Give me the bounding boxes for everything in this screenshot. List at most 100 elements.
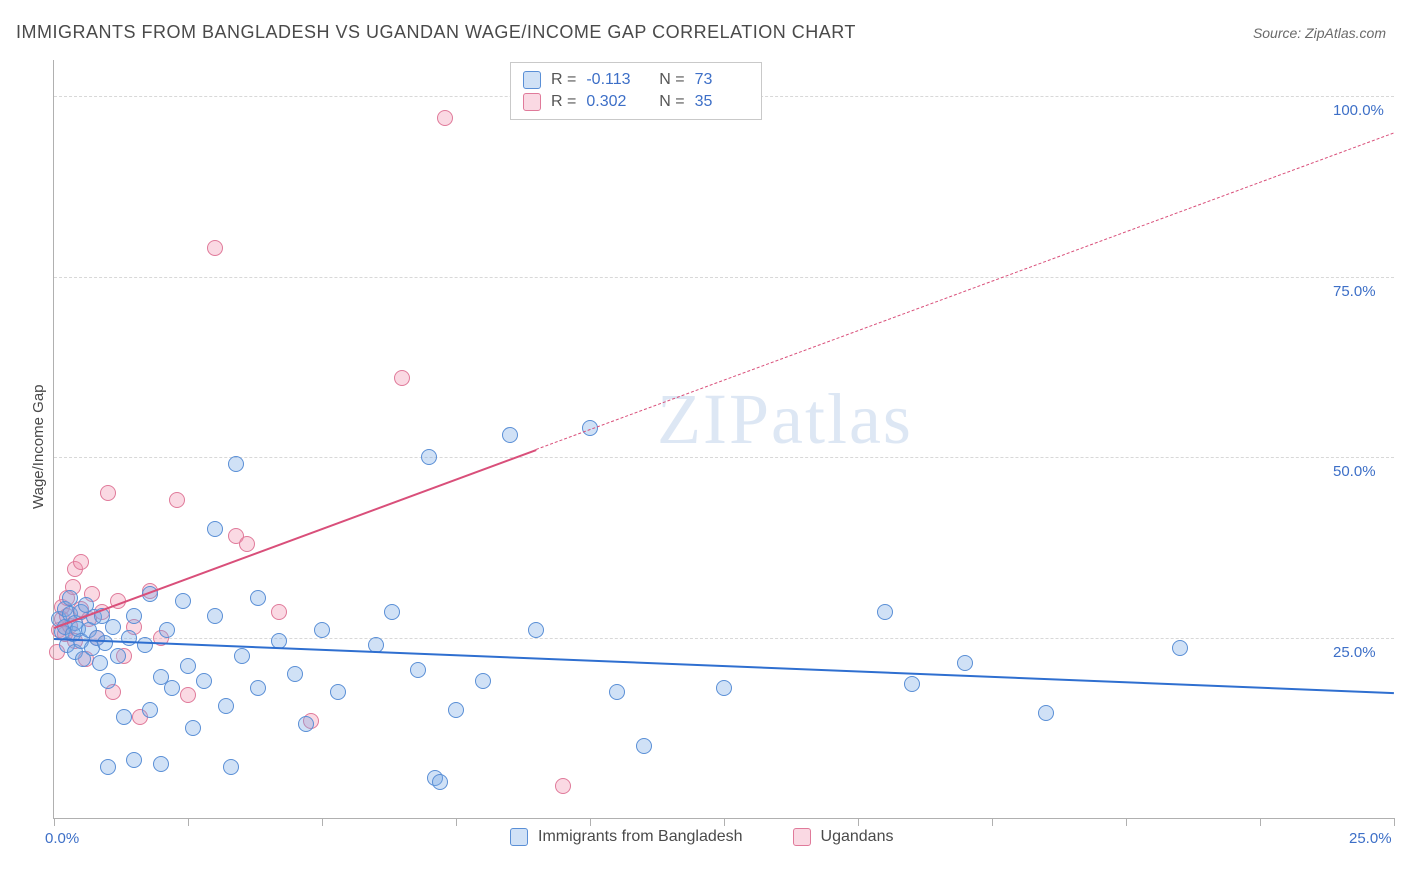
data-point — [126, 608, 142, 624]
data-point — [448, 702, 464, 718]
stat-r-label: R = — [551, 71, 576, 89]
data-point — [164, 680, 180, 696]
series-swatch — [510, 828, 528, 846]
data-point — [528, 622, 544, 638]
data-point — [100, 759, 116, 775]
x-tick — [456, 818, 457, 826]
data-point — [180, 687, 196, 703]
data-point — [384, 604, 400, 620]
data-point — [555, 778, 571, 794]
data-point — [207, 608, 223, 624]
data-point — [97, 635, 113, 651]
x-tick-label: 0.0% — [45, 830, 79, 847]
data-point — [207, 240, 223, 256]
data-point — [877, 604, 893, 620]
data-point — [62, 590, 78, 606]
data-point — [1038, 705, 1054, 721]
data-point — [1172, 640, 1188, 656]
data-point — [957, 655, 973, 671]
data-point — [175, 593, 191, 609]
data-point — [410, 662, 426, 678]
gridline — [54, 277, 1394, 278]
x-tick — [322, 818, 323, 826]
source-attribution: Source: ZipAtlas.com — [1253, 25, 1386, 41]
x-tick — [54, 818, 55, 826]
stat-n-label: N = — [650, 71, 684, 89]
x-tick-label: 25.0% — [1349, 830, 1392, 847]
trend-line — [54, 449, 537, 629]
data-point — [73, 554, 89, 570]
trend-line-extrapolated — [536, 132, 1394, 449]
stats-row: R = 0.302 N = 35 — [523, 91, 749, 113]
y-axis-title: Wage/Income Gap — [30, 384, 47, 509]
x-tick — [992, 818, 993, 826]
data-point — [100, 485, 116, 501]
data-point — [207, 521, 223, 537]
correlation-stats-box: R = -0.113 N = 73R = 0.302 N = 35 — [510, 62, 762, 120]
data-point — [287, 666, 303, 682]
data-point — [271, 604, 287, 620]
series-swatch — [523, 71, 541, 89]
data-point — [153, 756, 169, 772]
stat-n-value: 73 — [695, 71, 749, 89]
y-tick-label: 100.0% — [1333, 102, 1384, 119]
data-point — [250, 590, 266, 606]
data-point — [185, 720, 201, 736]
data-point — [116, 709, 132, 725]
x-tick — [1260, 818, 1261, 826]
data-point — [105, 619, 121, 635]
stat-n-value: 35 — [695, 93, 749, 111]
data-point — [159, 622, 175, 638]
stat-r-value: -0.113 — [586, 71, 640, 89]
data-point — [169, 492, 185, 508]
data-point — [636, 738, 652, 754]
x-tick — [188, 818, 189, 826]
data-point — [475, 673, 491, 689]
plot-area: ZIPatlas — [53, 60, 1394, 819]
data-point — [137, 637, 153, 653]
data-point — [100, 673, 116, 689]
data-point — [716, 680, 732, 696]
data-point — [904, 676, 920, 692]
legend-label: Immigrants from Bangladesh — [538, 828, 743, 846]
legend-label: Ugandans — [821, 828, 894, 846]
gridline — [54, 638, 1394, 639]
data-point — [239, 536, 255, 552]
legend-item: Ugandans — [793, 828, 894, 846]
y-tick-label: 75.0% — [1333, 283, 1376, 300]
stat-r-value: 0.302 — [586, 93, 640, 111]
data-point — [330, 684, 346, 700]
data-point — [250, 680, 266, 696]
series-legend: Immigrants from Bangladesh Ugandans — [510, 828, 893, 846]
chart-title: IMMIGRANTS FROM BANGLADESH VS UGANDAN WA… — [16, 22, 856, 43]
x-tick — [1394, 818, 1395, 826]
legend-item: Immigrants from Bangladesh — [510, 828, 743, 846]
data-point — [218, 698, 234, 714]
data-point — [609, 684, 625, 700]
y-tick-label: 25.0% — [1333, 644, 1376, 661]
data-point — [437, 110, 453, 126]
data-point — [142, 702, 158, 718]
stat-n-label: N = — [650, 93, 684, 111]
x-tick — [1126, 818, 1127, 826]
data-point — [228, 456, 244, 472]
x-tick — [590, 818, 591, 826]
x-tick — [858, 818, 859, 826]
data-point — [432, 774, 448, 790]
data-point — [126, 752, 142, 768]
data-point — [92, 655, 108, 671]
data-point — [394, 370, 410, 386]
stat-r-label: R = — [551, 93, 576, 111]
gridline — [54, 457, 1394, 458]
stats-row: R = -0.113 N = 73 — [523, 69, 749, 91]
data-point — [234, 648, 250, 664]
data-point — [180, 658, 196, 674]
x-tick — [724, 818, 725, 826]
series-swatch — [793, 828, 811, 846]
series-swatch — [523, 93, 541, 111]
data-point — [196, 673, 212, 689]
data-point — [223, 759, 239, 775]
data-point — [502, 427, 518, 443]
data-point — [314, 622, 330, 638]
data-point — [421, 449, 437, 465]
